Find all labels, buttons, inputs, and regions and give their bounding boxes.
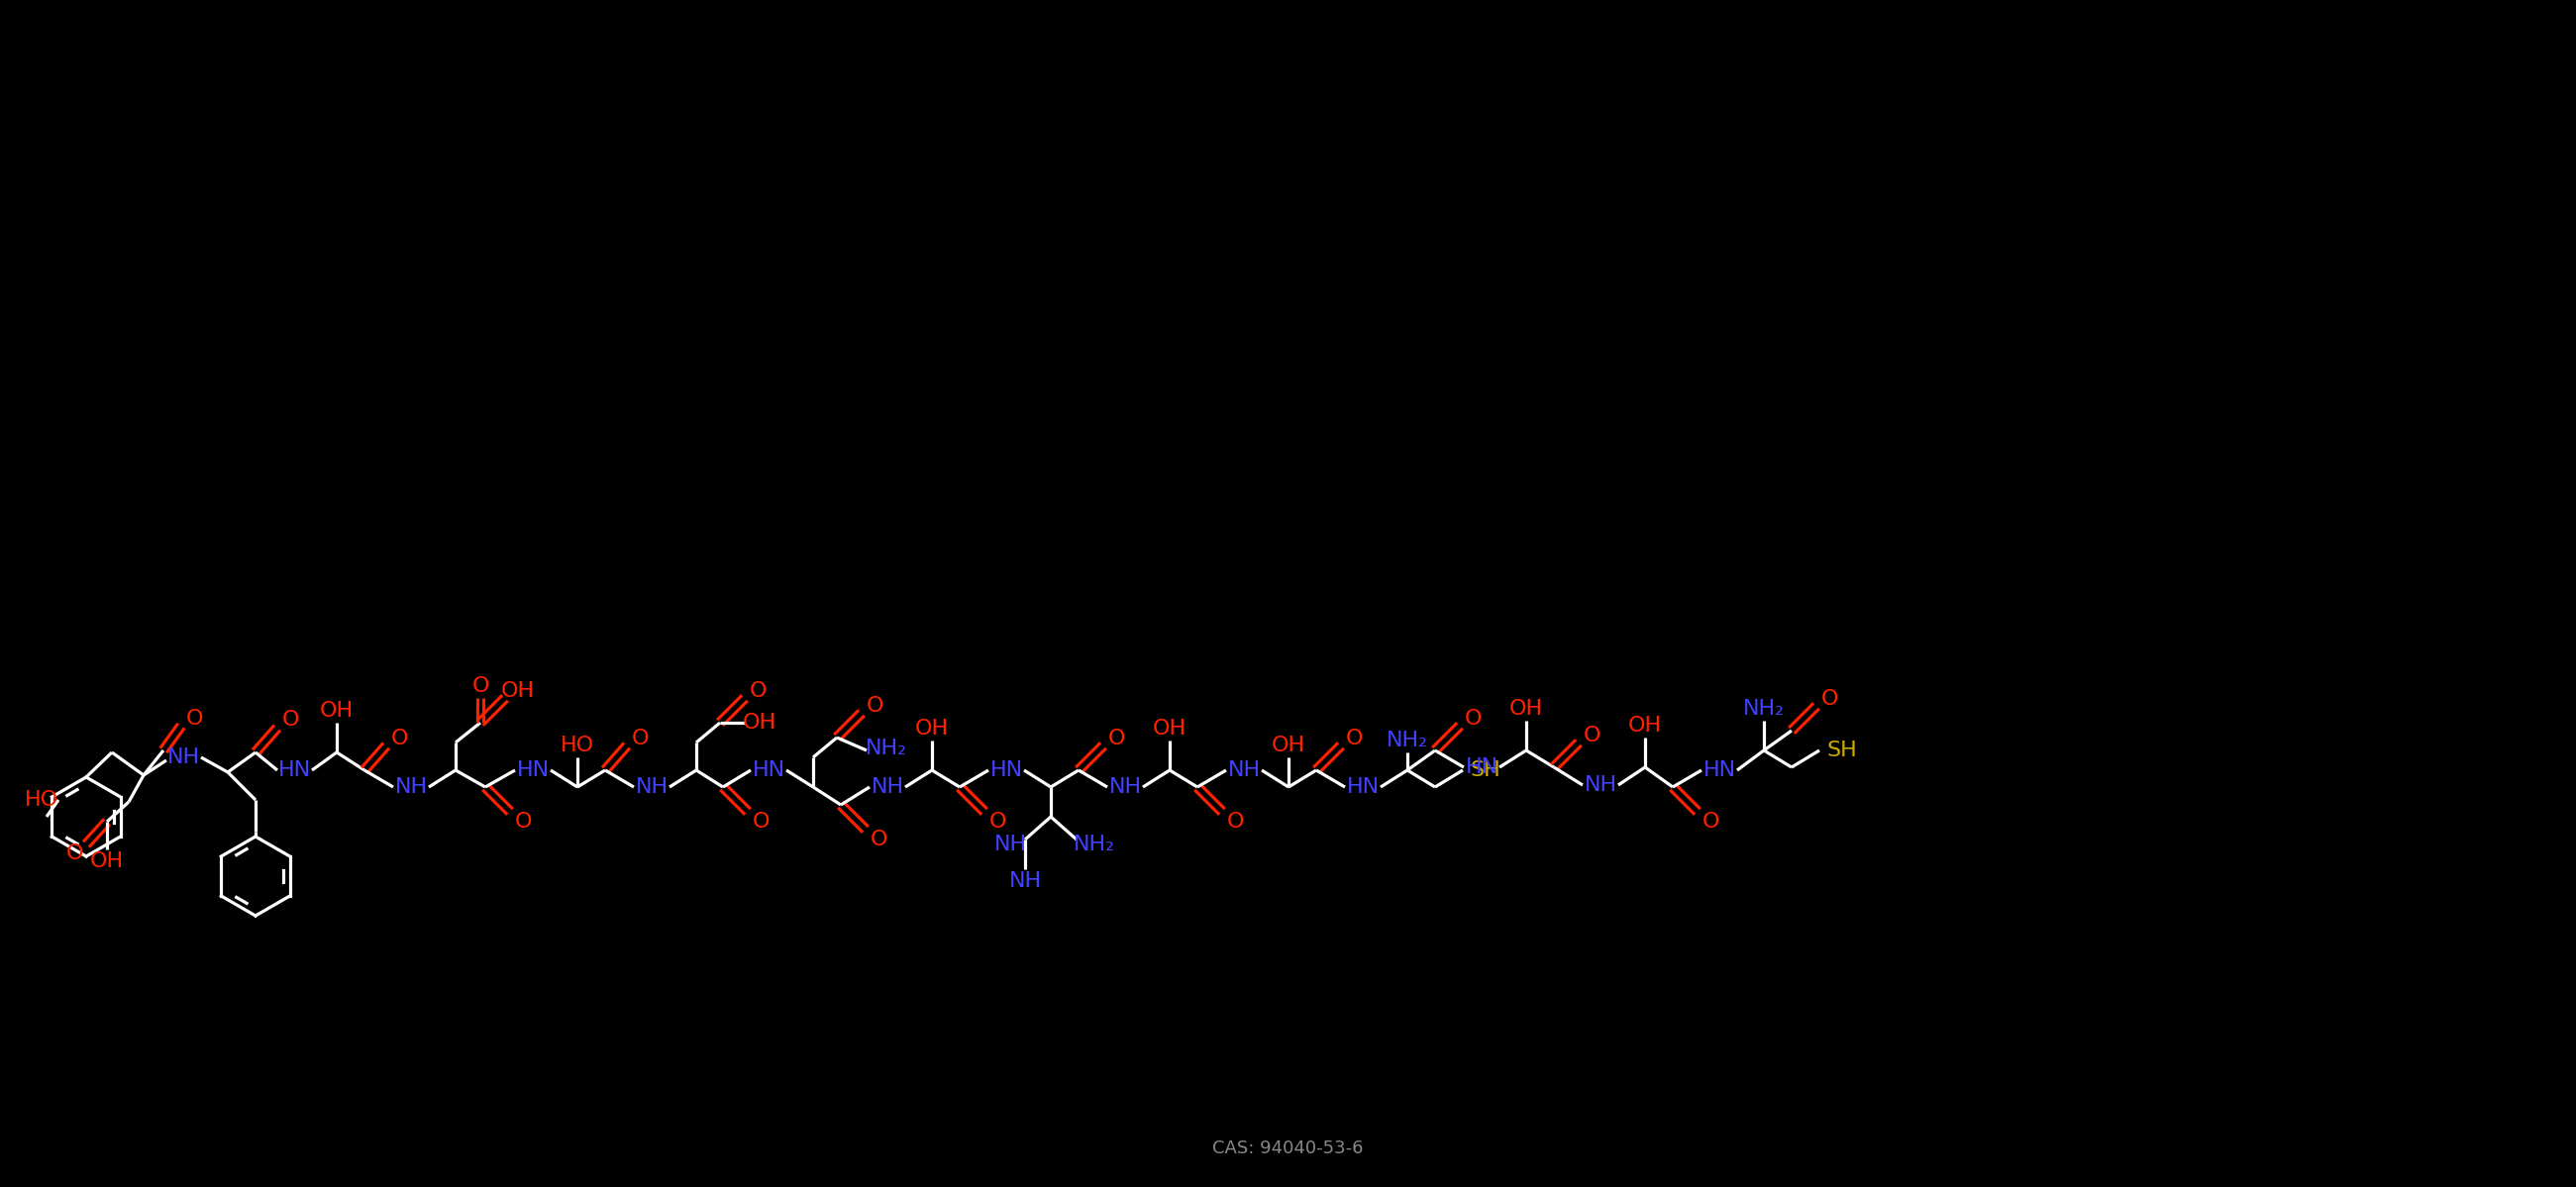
Text: NH₂: NH₂ bbox=[1386, 731, 1427, 750]
Text: NH₂: NH₂ bbox=[866, 738, 907, 758]
Text: O: O bbox=[1821, 688, 1837, 709]
Text: OH: OH bbox=[319, 700, 353, 721]
Text: O: O bbox=[185, 709, 204, 729]
Text: O: O bbox=[1345, 729, 1363, 749]
Text: HN: HN bbox=[1703, 761, 1736, 780]
Text: O: O bbox=[871, 830, 886, 850]
Text: NH: NH bbox=[636, 777, 667, 796]
Text: OH: OH bbox=[90, 851, 124, 871]
Text: NH: NH bbox=[871, 777, 904, 796]
Text: HO: HO bbox=[562, 736, 595, 755]
Text: OH: OH bbox=[742, 713, 775, 732]
Text: OH: OH bbox=[1151, 719, 1188, 738]
Text: NH: NH bbox=[994, 834, 1028, 855]
Text: SH: SH bbox=[1471, 761, 1502, 780]
Text: O: O bbox=[1463, 709, 1481, 729]
Text: NH: NH bbox=[1584, 775, 1618, 795]
Text: OH: OH bbox=[1273, 736, 1306, 755]
Text: O: O bbox=[515, 812, 531, 832]
Text: CAS: 94040-53-6: CAS: 94040-53-6 bbox=[1211, 1140, 1363, 1157]
Text: NH: NH bbox=[1108, 777, 1141, 796]
Text: O: O bbox=[1703, 812, 1718, 832]
Text: O: O bbox=[471, 677, 489, 696]
Text: O: O bbox=[750, 681, 765, 700]
Text: HN: HN bbox=[278, 761, 312, 780]
Text: HN: HN bbox=[1347, 777, 1378, 796]
Text: O: O bbox=[989, 812, 1007, 832]
Text: NH: NH bbox=[1229, 761, 1260, 780]
Text: SH: SH bbox=[1826, 741, 1857, 761]
Text: NH: NH bbox=[394, 777, 428, 796]
Text: O: O bbox=[752, 812, 770, 832]
Text: O: O bbox=[1108, 729, 1126, 749]
Text: O: O bbox=[1582, 725, 1600, 745]
Text: NH: NH bbox=[1010, 871, 1041, 891]
Text: OH: OH bbox=[502, 681, 536, 700]
Text: O: O bbox=[631, 729, 649, 749]
Text: OH: OH bbox=[1628, 716, 1662, 736]
Text: O: O bbox=[281, 710, 299, 730]
Text: NH₂: NH₂ bbox=[1744, 699, 1785, 719]
Text: O: O bbox=[64, 844, 82, 863]
Text: O: O bbox=[866, 696, 884, 716]
Text: HN: HN bbox=[989, 761, 1023, 780]
Text: O: O bbox=[1226, 812, 1244, 832]
Text: OH: OH bbox=[1510, 699, 1543, 719]
Text: HN: HN bbox=[752, 761, 786, 780]
Text: NH: NH bbox=[167, 748, 198, 767]
Text: HN: HN bbox=[515, 761, 549, 780]
Text: O: O bbox=[392, 729, 407, 749]
Text: NH₂: NH₂ bbox=[1074, 834, 1115, 855]
Text: OH: OH bbox=[914, 719, 948, 738]
Text: HN: HN bbox=[1466, 757, 1499, 777]
Text: HO: HO bbox=[26, 791, 59, 810]
